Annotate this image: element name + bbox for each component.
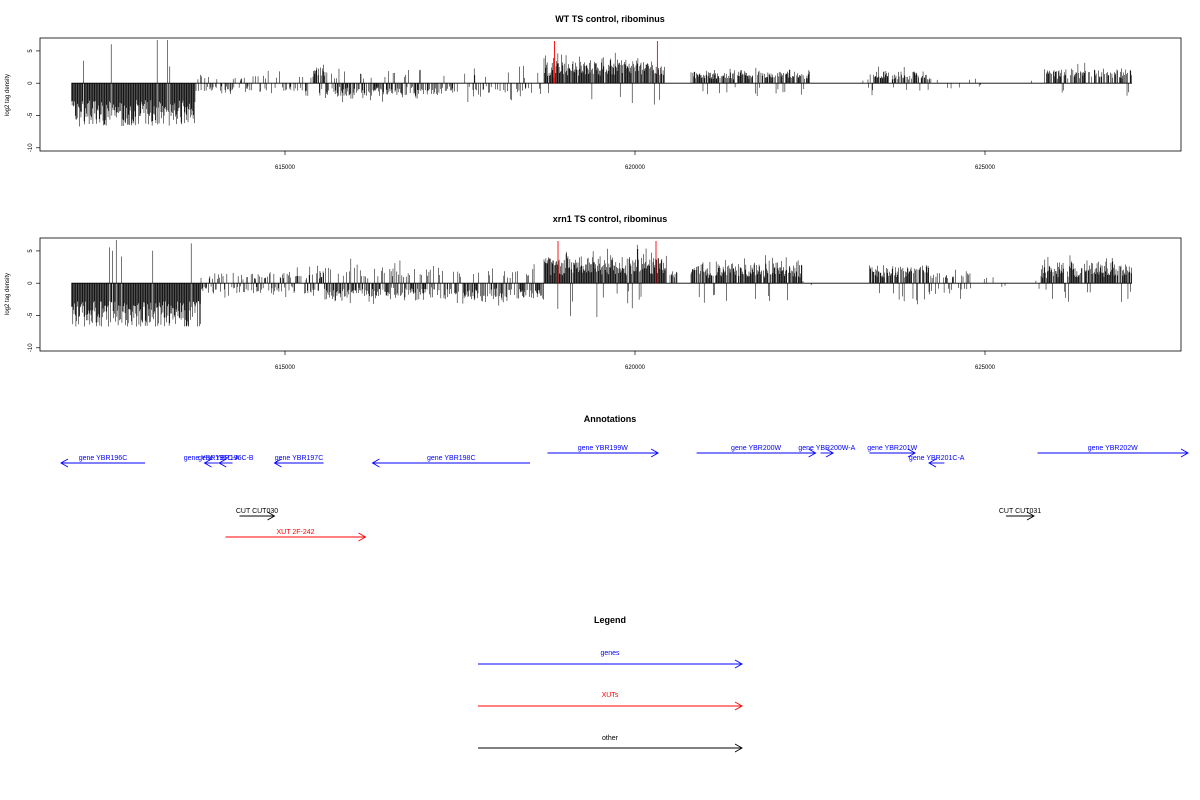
gene-label: gene YBR201C-A — [909, 455, 965, 462]
wt-ytick-label: 5 — [28, 49, 34, 53]
legend-item-genes: genes — [478, 650, 743, 669]
xut-label: XUT 2F-242 — [277, 529, 315, 536]
gene-label: gene YBR200W — [731, 445, 781, 452]
gene-arrowhead — [808, 448, 817, 458]
xrn1-ytick-label: 5 — [28, 249, 34, 253]
legend-label-xuts: XUTs — [602, 692, 619, 699]
wt-track-panel: WT TS control, ribominus log2 tag densit… — [5, 14, 1182, 171]
wt-ytick-label: -5 — [28, 112, 34, 118]
gene-label: gene YBR199W — [578, 445, 628, 452]
wt-axes: 615000 620000 625000 -10 -5 0 5 — [28, 49, 996, 171]
xrn1-track-title: xrn1 TS control, ribominus — [553, 214, 668, 224]
legend-arrowhead-other — [734, 743, 743, 753]
gene-arrowhead — [203, 458, 212, 468]
xrn1-xtick-label: 615000 — [275, 365, 296, 371]
gene-arrowhead — [928, 458, 937, 468]
annotations-panel: Annotations gene YBR196C gene YBR196C-Age… — [60, 414, 1189, 542]
xrn1-plot-frame — [39, 237, 1182, 352]
gene-arrowhead — [825, 448, 835, 458]
legend-item-xuts: XUTs — [478, 692, 743, 711]
cut-label: CUT CUT031 — [999, 508, 1041, 515]
xrn1-bars — [71, 239, 1132, 327]
wt-xtick-label: 615000 — [275, 165, 296, 171]
gene-label: gene YBR198C — [427, 455, 476, 462]
annotations-title: Annotations — [584, 414, 637, 424]
xrn1-xtick-label: 625000 — [975, 365, 996, 371]
wt-bars — [71, 39, 1132, 127]
wt-plot-frame — [39, 37, 1182, 152]
gene-label: gene YBR197C — [275, 455, 324, 462]
xrn1-ytick-label: -5 — [28, 312, 34, 318]
xut-arrowhead — [358, 532, 367, 542]
gene-label: gene YBR196C-B — [198, 455, 254, 462]
gene-label: gene YBR201W — [867, 445, 917, 452]
gene-arrowhead — [1180, 448, 1189, 458]
xrn1-track-ylabel: log2 tag density — [5, 273, 11, 315]
wt-track-ylabel: log2 tag density — [5, 74, 11, 116]
wt-xtick-label: 625000 — [975, 165, 996, 171]
xrn1-ytick-label: -10 — [28, 343, 34, 352]
gene-label: gene YBR196C — [79, 455, 128, 462]
gene-arrowhead — [218, 458, 227, 468]
gene-arrowhead — [60, 458, 69, 468]
xrn1-ytick-label: 0 — [28, 281, 34, 285]
legend-label-genes: genes — [600, 650, 620, 657]
cut-label: CUT CUT030 — [236, 508, 278, 515]
legend-arrowhead-xuts — [734, 701, 743, 711]
gene-label: gene YBR196C-A — [184, 455, 240, 462]
gene-arrowhead — [650, 448, 660, 458]
gene-label: gene YBR200W-A — [798, 445, 855, 452]
xrn1-xtick-label: 620000 — [625, 365, 646, 371]
legend-arrowhead-genes — [734, 659, 743, 669]
gene-arrowhead — [907, 448, 916, 458]
xrn1-track-panel: xrn1 TS control, ribominus log2 tag dens… — [5, 214, 1182, 371]
cut-arrowhead — [267, 511, 276, 521]
wt-ytick-label: 0 — [28, 81, 34, 85]
legend-item-other: other — [478, 735, 743, 753]
wt-ytick-label: -10 — [28, 143, 34, 152]
legend-title: Legend — [594, 615, 626, 625]
gene-arrowhead — [273, 458, 282, 468]
wt-track-title: WT TS control, ribominus — [555, 14, 665, 24]
xrn1-axes: 615000 620000 625000 -10 -5 0 5 — [28, 249, 996, 371]
legend-panel: Legend genes XUTs other — [478, 615, 743, 753]
cut-arrowhead — [1026, 511, 1035, 521]
gene-label: gene YBR202W — [1088, 445, 1138, 452]
gene-arrowhead — [371, 458, 380, 468]
wt-xtick-label: 620000 — [625, 165, 646, 171]
legend-label-other: other — [602, 735, 619, 742]
